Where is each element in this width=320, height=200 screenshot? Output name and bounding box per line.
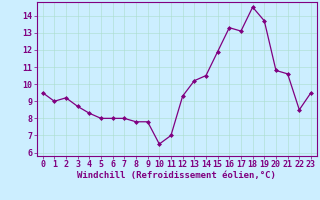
X-axis label: Windchill (Refroidissement éolien,°C): Windchill (Refroidissement éolien,°C) bbox=[77, 171, 276, 180]
